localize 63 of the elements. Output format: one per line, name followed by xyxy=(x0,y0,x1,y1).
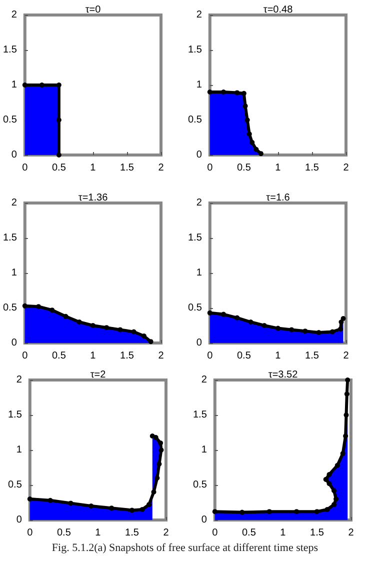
x-tick-label: 2 xyxy=(158,350,164,362)
x-tick-label: 1 xyxy=(95,528,102,538)
y-tick-label: 1 xyxy=(11,80,18,90)
x-tick-label: 1 xyxy=(280,528,286,538)
y-tick-label: 0.5 xyxy=(192,480,208,490)
x-tick-label: 2 xyxy=(158,162,164,174)
x-tick-label: 1 xyxy=(90,350,96,362)
y-tick-label: 1 xyxy=(196,268,202,278)
y-tick-label: 2 xyxy=(196,198,202,208)
y-tick-label: 2 xyxy=(11,198,18,208)
x-tick-label: 2 xyxy=(348,528,354,538)
x-tick-label: 0 xyxy=(212,528,218,538)
y-tick-label: 0.5 xyxy=(188,114,202,126)
x-tick-label: 0.5 xyxy=(52,162,66,174)
x-tick-label: 1.5 xyxy=(310,528,324,538)
x-tick-label: 1 xyxy=(90,162,96,174)
y-tick-label: 1.5 xyxy=(188,232,202,244)
x-tick-label: 1.5 xyxy=(120,162,134,174)
y-tick-label: 1.5 xyxy=(2,232,18,244)
y-tick-label: 1 xyxy=(11,268,18,278)
y-tick-label: 0.5 xyxy=(2,302,18,314)
y-tick-label: 0 xyxy=(201,514,208,526)
y-tick-label: 0 xyxy=(196,150,202,160)
x-tick-label: 2 xyxy=(163,528,170,538)
y-tick-label: 2 xyxy=(16,374,22,386)
x-tick-label: 1.5 xyxy=(120,350,134,362)
y-tick-label: 0 xyxy=(11,150,18,160)
x-tick-label: 1.5 xyxy=(305,162,320,174)
y-tick-label: 1 xyxy=(201,444,208,456)
y-tick-label: 1.5 xyxy=(192,410,208,420)
y-tick-label: 1.5 xyxy=(8,410,22,420)
y-tick-label: 0.5 xyxy=(2,114,18,126)
chart-title: τ=0 xyxy=(85,4,102,16)
y-tick-label: 2 xyxy=(11,10,18,20)
caption: Fig. 5.1.2(a) Snapshots of free surface at different time steps xyxy=(50,542,320,554)
x-tick-label: 2 xyxy=(343,350,350,362)
y-tick-label: 0 xyxy=(196,338,202,348)
chart-title: τ=1.6 xyxy=(266,192,290,204)
y-tick-label: 0.5 xyxy=(188,302,202,314)
y-tick-label: 2 xyxy=(201,374,208,386)
x-tick-label: 1 xyxy=(275,162,282,174)
y-tick-label: 1 xyxy=(16,444,22,456)
y-tick-label: 0 xyxy=(16,514,22,526)
x-tick-label: 0.5 xyxy=(242,528,256,538)
y-tick-label: 0 xyxy=(11,338,18,348)
chart-title: τ=1.36 xyxy=(78,192,108,204)
y-tick-label: 1 xyxy=(196,80,202,90)
x-tick-label: 1.5 xyxy=(125,528,140,538)
x-tick-label: 0.5 xyxy=(56,528,72,538)
x-tick-label: 0.5 xyxy=(52,350,66,362)
chart-title: τ=0.48 xyxy=(263,4,294,16)
y-tick-label: 0.5 xyxy=(8,480,22,490)
x-tick-label: 0.5 xyxy=(236,350,252,362)
x-tick-label: 0.5 xyxy=(236,162,252,174)
chart-title: τ=3.52 xyxy=(268,370,298,380)
x-tick-label: 0 xyxy=(27,528,34,538)
y-tick-label: 2 xyxy=(196,10,202,20)
chart-title: τ=2 xyxy=(90,370,106,380)
y-tick-label: 1.5 xyxy=(188,44,202,56)
x-tick-label: 2 xyxy=(343,162,350,174)
x-tick-label: 1 xyxy=(275,350,282,362)
y-tick-label: 1.5 xyxy=(2,44,18,56)
x-tick-label: 1.5 xyxy=(305,350,320,362)
